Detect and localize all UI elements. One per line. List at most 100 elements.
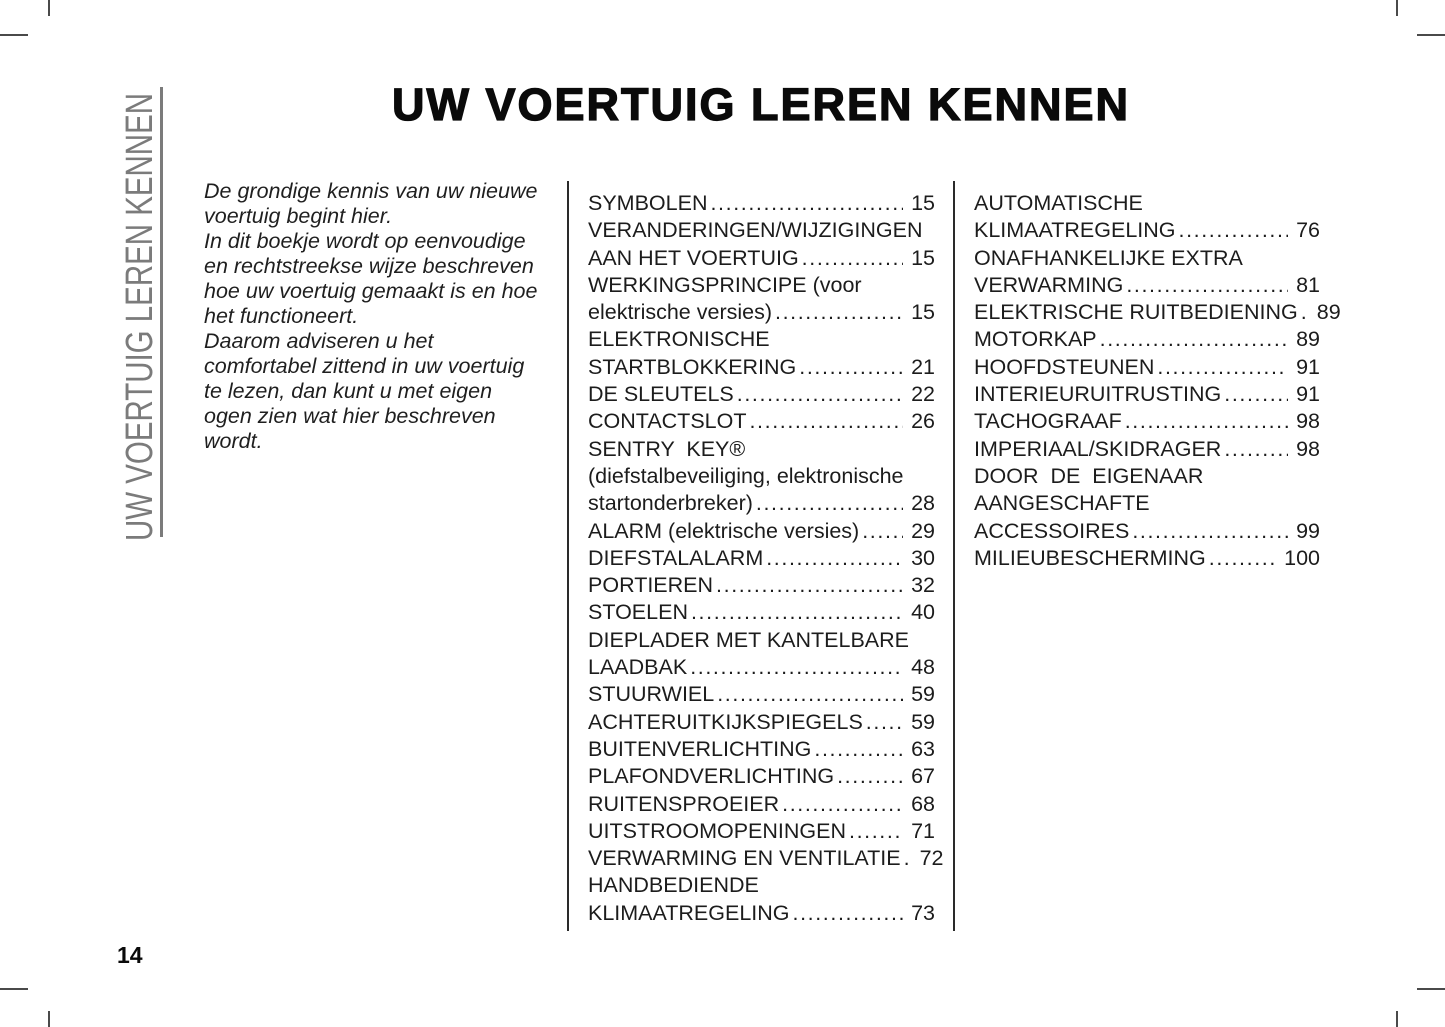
toc-entry-row: STUURWIEL 59 xyxy=(588,681,935,708)
toc-dot-leader xyxy=(849,818,903,845)
toc-entry-row: PORTIEREN 32 xyxy=(588,572,935,599)
toc-entry: VERWARMING EN VENTILATIE 72 xyxy=(588,845,944,872)
toc-entry-row: VERWARMING EN VENTILATIE 72 xyxy=(588,845,944,872)
toc-entry-label: PORTIEREN xyxy=(588,573,714,598)
toc-dot-leader xyxy=(1125,408,1288,435)
toc-entry-row: elektrische versies) 15 xyxy=(588,299,935,326)
toc-dot-leader xyxy=(690,654,903,681)
toc-entry-label: STUURWIEL xyxy=(588,682,715,707)
toc-entry-label: LAADBAK xyxy=(588,655,688,680)
toc-entry-label: KLIMAATREGELING xyxy=(974,218,1176,243)
toc-entry-line: WERKINGSPRINCIPE (voor xyxy=(588,272,862,297)
toc-entry-line: HANDBEDIENDE xyxy=(588,873,759,898)
toc-page-number: 76 xyxy=(1296,218,1320,243)
toc-entry-row: STARTBLOKKERING 21 xyxy=(588,354,935,381)
toc-dot-leader xyxy=(717,681,903,708)
toc-entry-label: ACHTERUITKIJKSPIEGELS xyxy=(588,709,863,734)
toc-entry: SYMBOLEN 15 xyxy=(588,190,935,217)
toc-page-number: 98 xyxy=(1296,409,1320,434)
toc-entry-label: DE SLEUTELS xyxy=(588,382,734,407)
toc-entry-row: INTERIEURUITRUSTING 91 xyxy=(974,381,1320,408)
toc-entry-row: ACCESSOIRES 99 xyxy=(974,518,1320,545)
toc-entry-line: AANGESCHAFTE xyxy=(974,491,1150,516)
toc-entry-row: KLIMAATREGELING 76 xyxy=(974,217,1320,244)
toc-page-number: 91 xyxy=(1296,382,1320,407)
toc-page-number: 28 xyxy=(911,491,935,516)
toc-dot-leader xyxy=(782,791,903,818)
toc-entry-label: AAN HET VOERTUIG xyxy=(588,245,799,270)
crop-mark-top-left-horizontal xyxy=(0,34,28,36)
toc-entry-line: ELEKTRONISCHE xyxy=(588,327,770,352)
toc-entry: UITSTROOMOPENINGEN 71 xyxy=(588,818,935,845)
toc-page-number: 48 xyxy=(911,655,935,680)
toc-dot-leader xyxy=(716,572,903,599)
toc-dot-leader xyxy=(1179,217,1289,244)
toc-entry-label: PLAFONDVERLICHTING xyxy=(588,764,835,789)
toc-entry-label: SYMBOLEN xyxy=(588,191,708,215)
toc-entry-row: DIEFSTALALARM 30 xyxy=(588,545,935,572)
intro-paragraph: In dit boekje wordt op eenvoudige en rec… xyxy=(204,229,538,328)
toc-entry-label: startonderbreker) xyxy=(588,491,753,516)
page-number: 14 xyxy=(117,942,143,968)
toc-entry-label: STOELEN xyxy=(588,600,688,625)
toc-entry-row: KLIMAATREGELING 73 xyxy=(588,900,935,927)
toc-entry-row: STOELEN 40 xyxy=(588,599,935,626)
toc-page-number: 59 xyxy=(911,682,935,707)
toc-entry-row: CONTACTSLOT 26 xyxy=(588,408,935,435)
toc-entry-row: TACHOGRAAF 98 xyxy=(974,408,1320,435)
toc-entry-row: UITSTROOMOPENINGEN 71 xyxy=(588,818,935,845)
toc-dot-leader xyxy=(756,490,903,517)
toc-entry-label: elektrische versies) xyxy=(588,300,772,325)
intro-paragraph: Daarom adviseren u het comfortabel zitte… xyxy=(204,329,525,453)
crop-mark-top-left-vertical xyxy=(48,0,50,16)
toc-entry-row: RUITENSPROEIER 68 xyxy=(588,791,935,818)
toc-entry-label: UITSTROOMOPENINGEN xyxy=(588,818,847,843)
toc-page-number: 63 xyxy=(911,736,935,761)
toc-entry: INTERIEURUITRUSTING 91 xyxy=(974,381,1320,408)
toc-page-number: 15 xyxy=(911,300,935,325)
toc-dot-leader xyxy=(904,845,912,872)
toc-entry: STOELEN 40 xyxy=(588,599,935,626)
toc-page-number: 99 xyxy=(1296,518,1320,543)
toc-entry-line: DIEPLADER MET KANTELBARE xyxy=(588,627,909,652)
toc-entry: ACHTERUITKIJKSPIEGELS 59 xyxy=(588,709,935,736)
crop-mark-top-right-vertical xyxy=(1396,0,1398,16)
toc-dot-leader xyxy=(1224,381,1288,408)
toc-dot-leader xyxy=(799,354,903,381)
toc-dot-leader xyxy=(1126,272,1288,299)
toc-entry-line: ONAFHANKELIJKE EXTRA xyxy=(974,245,1243,270)
toc-entry-line: SENTRY KEY® xyxy=(588,436,746,461)
toc-dot-leader xyxy=(737,381,903,408)
toc-dot-leader xyxy=(766,545,903,572)
toc-page-number: 40 xyxy=(911,600,935,625)
toc-dot-leader xyxy=(866,709,903,736)
toc-dot-leader xyxy=(814,736,903,763)
crop-mark-bottom-right-horizontal xyxy=(1417,988,1445,990)
toc-page-number: 81 xyxy=(1296,272,1320,297)
toc-entry: PLAFONDVERLICHTING 67 xyxy=(588,763,935,790)
toc-entry-row: ACHTERUITKIJKSPIEGELS 59 xyxy=(588,709,935,736)
toc-page-number: 32 xyxy=(911,573,935,598)
toc-entry-label: VERWARMING xyxy=(974,272,1124,297)
toc-entry: MOTORKAP 89 xyxy=(974,326,1320,353)
toc-entry-label: INTERIEURUITRUSTING xyxy=(974,382,1222,407)
toc-entry: RUITENSPROEIER 68 xyxy=(588,791,935,818)
toc-entry: BUITENVERLICHTING 63 xyxy=(588,736,935,763)
toc-page-number: 73 xyxy=(911,900,935,925)
toc-dot-leader xyxy=(837,763,903,790)
toc-page-number: 15 xyxy=(911,191,935,215)
page-title: UW VOERTUIG LEREN KENNEN xyxy=(391,79,1131,130)
toc-dot-leader xyxy=(1224,436,1288,463)
toc-entry: AUTOMATISCHE KLIMAATREGELING 76 xyxy=(974,190,1320,245)
toc-entry-label: STARTBLOKKERING xyxy=(588,354,797,379)
toc-entry: VERANDERINGEN/WIJZIGINGEN AAN HET VOERTUI… xyxy=(588,217,935,272)
toc-page-number: 68 xyxy=(911,791,935,816)
crop-mark-bottom-left-horizontal xyxy=(0,988,28,990)
toc-entry-label: CONTACTSLOT xyxy=(588,409,747,434)
toc-entry-label: KLIMAATREGELING xyxy=(588,900,790,925)
toc-page-number: 22 xyxy=(911,382,935,407)
toc-column-divider-right xyxy=(953,181,955,931)
